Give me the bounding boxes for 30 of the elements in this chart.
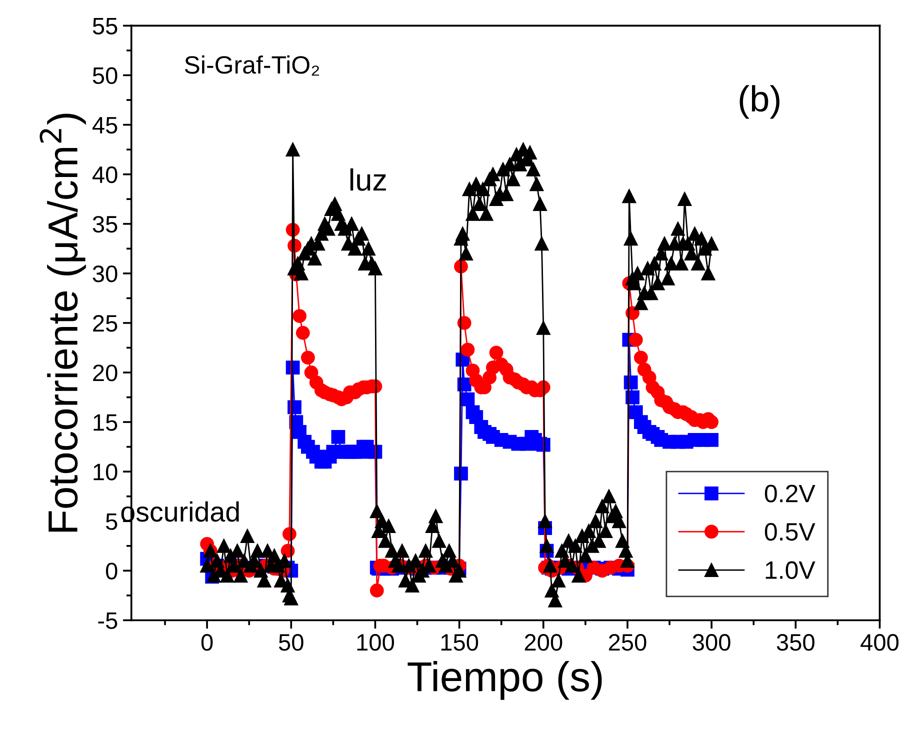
y-tick-label: 5: [106, 513, 118, 530]
y-tick-label: 0: [106, 562, 118, 580]
x-tick-label: 300: [692, 634, 730, 651]
y-tick-label: 20: [93, 364, 118, 382]
x-tick-label: 150: [441, 634, 478, 651]
x-tick-label: 200: [524, 634, 562, 651]
annotation: (b): [740, 85, 780, 119]
legend-label: 1.0V: [766, 561, 816, 580]
x-tick-label: 50: [278, 634, 304, 651]
x-tick-label: 400: [860, 634, 898, 651]
x-tick-label: 100: [357, 634, 394, 651]
x-tick-label: 350: [776, 634, 814, 651]
legend-label: 0.5V: [764, 523, 816, 541]
legend-label: 0.2V: [764, 484, 816, 502]
y-tick-label: 25: [93, 315, 118, 332]
x-tick-label: 0: [201, 634, 213, 651]
annotation: luz: [350, 168, 386, 191]
y-tick-label: 50: [92, 67, 118, 84]
y-tick-label: 40: [92, 166, 118, 184]
y-axis-title: Fotocorriente (μA/cm$^{2}$): [40, 114, 86, 532]
annotation: Si-Graf-TiO₂: [184, 55, 320, 76]
y-tick-label: 15: [94, 414, 118, 431]
y-tick-label: 10: [94, 464, 118, 480]
y-tick-label: -5: [98, 612, 118, 630]
y-tick-label: 30: [92, 265, 118, 282]
x-tick-label: 250: [608, 634, 646, 651]
y-tick-label: 55: [92, 18, 118, 34]
y-tick-label: 45: [92, 117, 118, 134]
y-tick-label: 35: [92, 216, 118, 233]
x-axis-title: Tiempo (s): [408, 660, 602, 700]
